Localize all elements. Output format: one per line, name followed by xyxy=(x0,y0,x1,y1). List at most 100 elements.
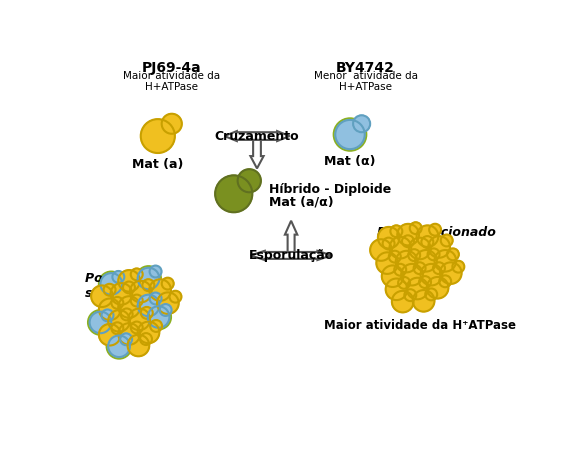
Text: Menor  atividade da
H+ATPase: Menor atividade da H+ATPase xyxy=(314,70,417,92)
Circle shape xyxy=(169,291,181,303)
Circle shape xyxy=(112,271,124,283)
Circle shape xyxy=(390,225,402,237)
Circle shape xyxy=(118,323,140,345)
Circle shape xyxy=(103,284,115,296)
Text: Maior atividade da H⁺ATPase: Maior atividade da H⁺ATPase xyxy=(324,319,516,333)
Circle shape xyxy=(146,304,172,330)
Circle shape xyxy=(123,281,135,293)
Circle shape xyxy=(131,269,143,280)
Circle shape xyxy=(136,293,161,318)
Circle shape xyxy=(401,264,423,285)
Circle shape xyxy=(377,252,398,274)
Circle shape xyxy=(120,333,132,345)
Circle shape xyxy=(137,268,160,289)
Circle shape xyxy=(111,322,123,334)
Text: Maior atividade da
H+ATPase: Maior atividade da H+ATPase xyxy=(123,70,220,92)
Circle shape xyxy=(404,289,416,301)
Circle shape xyxy=(427,277,448,298)
Circle shape xyxy=(394,264,406,276)
Circle shape xyxy=(150,320,162,332)
Circle shape xyxy=(333,118,367,151)
Circle shape xyxy=(410,222,421,234)
Polygon shape xyxy=(251,251,331,260)
Circle shape xyxy=(420,264,442,285)
Circle shape xyxy=(128,308,150,330)
Circle shape xyxy=(118,270,140,292)
Text: PJ69-4a: PJ69-4a xyxy=(142,61,202,75)
Circle shape xyxy=(87,310,113,335)
Text: Cruzamento: Cruzamento xyxy=(215,130,299,142)
Text: Esporulação: Esporulação xyxy=(248,249,334,262)
Circle shape xyxy=(439,275,451,287)
Polygon shape xyxy=(285,221,297,252)
Text: Pool não
selecionado: Pool não selecionado xyxy=(85,272,169,300)
Circle shape xyxy=(433,262,445,274)
Text: Mat (a/α): Mat (a/α) xyxy=(269,196,333,209)
Circle shape xyxy=(99,298,120,320)
Circle shape xyxy=(237,169,261,193)
Circle shape xyxy=(106,333,132,359)
Circle shape xyxy=(141,307,153,319)
Circle shape xyxy=(102,309,114,321)
Circle shape xyxy=(118,296,140,318)
Circle shape xyxy=(141,119,175,153)
Circle shape xyxy=(398,277,410,289)
Circle shape xyxy=(435,250,456,272)
Circle shape xyxy=(128,335,149,356)
Circle shape xyxy=(415,250,437,272)
Circle shape xyxy=(90,312,111,333)
Circle shape xyxy=(111,283,132,305)
Text: Mat (α): Mat (α) xyxy=(324,155,376,168)
Circle shape xyxy=(421,236,433,248)
Circle shape xyxy=(149,292,161,305)
Circle shape xyxy=(149,279,171,301)
Circle shape xyxy=(108,310,130,332)
Circle shape xyxy=(148,306,169,328)
Circle shape xyxy=(429,224,441,236)
Circle shape xyxy=(390,237,411,259)
Circle shape xyxy=(396,251,417,272)
Circle shape xyxy=(447,248,459,260)
Circle shape xyxy=(162,278,174,289)
Circle shape xyxy=(130,281,152,302)
Circle shape xyxy=(162,114,182,134)
Circle shape xyxy=(335,120,365,149)
Circle shape xyxy=(149,265,161,278)
Text: Mat (a): Mat (a) xyxy=(132,158,183,171)
Circle shape xyxy=(392,291,414,312)
Circle shape xyxy=(157,292,179,314)
Circle shape xyxy=(383,237,395,249)
Circle shape xyxy=(414,262,425,274)
Circle shape xyxy=(397,224,419,245)
Text: Híbrido - Diploide: Híbrido - Diploide xyxy=(269,184,391,196)
Circle shape xyxy=(370,239,392,261)
Circle shape xyxy=(408,249,420,261)
Circle shape xyxy=(389,251,401,263)
Circle shape xyxy=(99,324,120,345)
Circle shape xyxy=(409,238,431,259)
Circle shape xyxy=(425,289,437,300)
Circle shape xyxy=(441,235,453,246)
Circle shape xyxy=(91,285,113,307)
Circle shape xyxy=(160,304,172,316)
Polygon shape xyxy=(250,140,264,168)
Circle shape xyxy=(131,295,143,307)
Circle shape xyxy=(419,276,431,288)
Circle shape xyxy=(382,265,403,287)
Circle shape xyxy=(413,290,435,312)
Circle shape xyxy=(417,226,438,247)
Circle shape xyxy=(131,322,143,333)
Circle shape xyxy=(378,227,400,248)
Circle shape xyxy=(386,279,407,300)
Circle shape xyxy=(428,236,450,258)
Circle shape xyxy=(137,295,160,316)
Circle shape xyxy=(353,115,370,132)
Circle shape xyxy=(120,308,132,320)
Circle shape xyxy=(101,273,122,295)
Circle shape xyxy=(428,248,440,260)
Polygon shape xyxy=(224,131,290,141)
Circle shape xyxy=(452,261,464,272)
Circle shape xyxy=(137,322,160,343)
Text: Pool selecionado: Pool selecionado xyxy=(377,226,496,239)
Circle shape xyxy=(215,175,252,212)
